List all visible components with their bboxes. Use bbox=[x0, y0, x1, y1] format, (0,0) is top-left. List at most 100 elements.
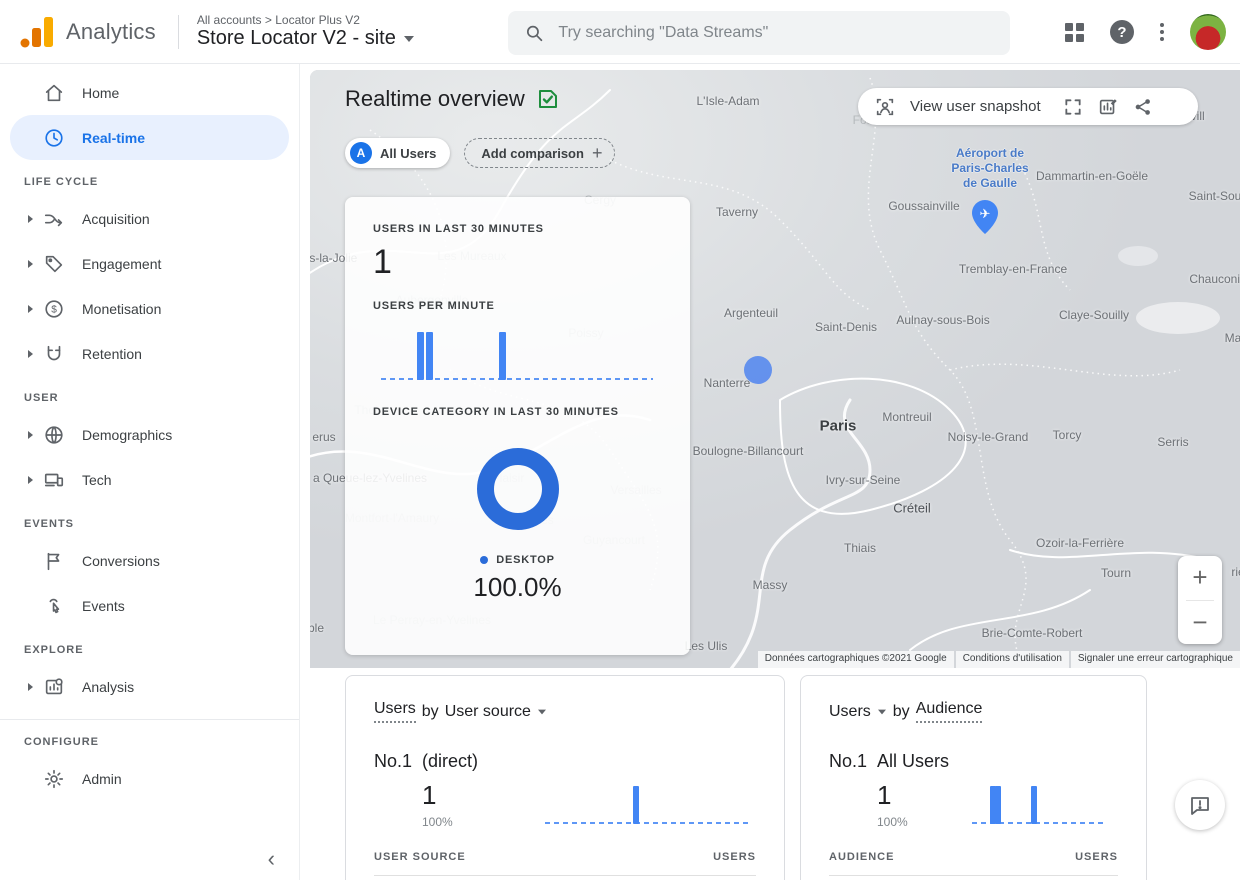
share-icon[interactable] bbox=[1133, 97, 1153, 117]
edit-chart-icon[interactable] bbox=[1097, 96, 1119, 118]
acquisition-icon bbox=[42, 207, 66, 231]
property-name: Store Locator V2 - site bbox=[196, 27, 396, 49]
realtime-summary-card: USERS IN LAST 30 MINUTES 1 USERS PER MIN… bbox=[345, 197, 690, 655]
sidebar-item-label: Tech bbox=[82, 471, 112, 488]
sidebar-item-monetisation[interactable]: $ Monetisation bbox=[10, 286, 289, 331]
sidebar-item-engagement[interactable]: Engagement bbox=[10, 241, 289, 286]
header-divider bbox=[177, 14, 179, 49]
map-attribution-segment[interactable]: Signaler une erreur cartographique bbox=[1070, 651, 1240, 668]
segment-chip-all-users[interactable]: A All Users bbox=[345, 138, 451, 168]
map-attribution-segment[interactable]: Conditions d'utilisation bbox=[955, 651, 1069, 668]
user-avatar[interactable] bbox=[1190, 14, 1226, 50]
events-icon bbox=[42, 594, 66, 618]
sidebar-item-label: Events bbox=[82, 597, 125, 614]
users-by-audience-card: Users by Audience No.1 All Users 1 100% … bbox=[800, 675, 1147, 880]
title-connector: by bbox=[421, 702, 439, 720]
breadcrumb: All accounts > Locator Plus V2 bbox=[196, 13, 360, 27]
expand-caret-icon[interactable] bbox=[22, 682, 38, 691]
sidebar-item-admin[interactable]: Admin bbox=[10, 756, 289, 801]
sidebar-item-label: Real-time bbox=[82, 129, 146, 146]
analytics-logo-icon bbox=[20, 16, 53, 47]
map-city-label: Saint-Denis bbox=[814, 320, 878, 334]
title-connector: by bbox=[892, 702, 910, 720]
sidebar-section-label: LIFE CYCLE bbox=[24, 176, 99, 188]
sidebar-item-events[interactable]: Events bbox=[10, 583, 289, 628]
more-menu-icon[interactable] bbox=[1160, 23, 1164, 41]
map-city-label: Torcy bbox=[1052, 428, 1082, 442]
tech-icon bbox=[42, 468, 66, 492]
sidebar-item-conversions[interactable]: Conversions bbox=[10, 538, 289, 583]
feedback-button[interactable] bbox=[1175, 780, 1225, 830]
user-source-minute-chart bbox=[545, 782, 749, 824]
sidebar-item-real-time[interactable]: Real-time bbox=[10, 115, 289, 160]
search-input[interactable] bbox=[558, 24, 994, 42]
sidebar-nav: Home Real-time LIFE CYCLE Acquisition Engage… bbox=[0, 64, 300, 880]
zoom-in-button[interactable]: + bbox=[1192, 562, 1208, 593]
map-city-label: Paris bbox=[819, 417, 857, 435]
map-city-label: Dammartin-en-Goële bbox=[1035, 169, 1149, 183]
map-city-label: Mar bbox=[1224, 331, 1240, 345]
feedback-icon bbox=[1191, 797, 1209, 815]
sidebar-item-demographics[interactable]: Demographics bbox=[10, 412, 289, 457]
sidebar-item-home[interactable]: Home bbox=[10, 70, 289, 115]
sidebar-item-retention[interactable]: Retention bbox=[10, 331, 289, 376]
retention-icon bbox=[42, 342, 66, 366]
map-city-label: Saint-Sou bbox=[1188, 189, 1240, 203]
chevron-down-icon bbox=[403, 35, 414, 42]
sidebar-section-label: USER bbox=[24, 392, 59, 404]
search-bar[interactable] bbox=[508, 11, 1010, 55]
apps-grid-icon[interactable] bbox=[1065, 22, 1084, 42]
top-entry-percent: 100% bbox=[422, 815, 453, 829]
realtime-map[interactable]: L'Isle-AdamFossesLe Plessis-BellevillDam… bbox=[310, 70, 1240, 668]
users-30min-value: 1 bbox=[373, 243, 392, 281]
map-city-label: erus bbox=[312, 430, 336, 444]
sidebar-section-label: EXPLORE bbox=[24, 644, 84, 656]
metric-selector[interactable]: Users bbox=[829, 702, 871, 720]
sidebar-item-label: Analysis bbox=[82, 678, 135, 695]
column-header-dimension: AUDIENCE bbox=[829, 851, 895, 863]
sidebar-item-analysis[interactable]: Analysis bbox=[10, 664, 289, 709]
svg-text:✈: ✈ bbox=[980, 206, 991, 221]
segment-chip-label: All Users bbox=[380, 145, 437, 161]
data-quality-check-icon[interactable] bbox=[537, 88, 559, 110]
column-header-users: USERS bbox=[1075, 851, 1118, 863]
expand-caret-icon[interactable] bbox=[22, 214, 38, 223]
fullscreen-icon[interactable] bbox=[1063, 97, 1083, 117]
admin-icon bbox=[42, 767, 66, 791]
zoom-out-button[interactable]: − bbox=[1192, 606, 1208, 637]
sidebar-section-label: CONFIGURE bbox=[24, 736, 99, 748]
monetisation-icon: $ bbox=[42, 297, 66, 321]
column-header-dimension: USER SOURCE bbox=[374, 851, 466, 863]
expand-caret-icon[interactable] bbox=[22, 304, 38, 313]
account-switcher[interactable]: All accounts > Locator Plus V2 Store Loc… bbox=[197, 13, 414, 50]
sidebar-item-label: Retention bbox=[82, 345, 142, 362]
map-city-label: Thiais bbox=[843, 541, 877, 555]
chart-bar bbox=[633, 786, 640, 824]
search-icon bbox=[526, 25, 543, 42]
sidebar-collapse-button[interactable]: ‹ bbox=[267, 846, 275, 871]
expand-caret-icon[interactable] bbox=[22, 259, 38, 268]
dimension-selector[interactable]: User source bbox=[444, 702, 531, 720]
sidebar-item-acquisition[interactable]: Acquisition bbox=[10, 196, 289, 241]
help-icon[interactable]: ? bbox=[1110, 20, 1134, 44]
map-zoom-control: + − bbox=[1178, 556, 1222, 644]
metric-selector[interactable]: Users bbox=[374, 700, 416, 723]
chart-bar bbox=[498, 332, 506, 380]
dimension-selector[interactable]: Audience bbox=[915, 700, 983, 723]
map-city-label: L'Isle-Adam bbox=[696, 94, 760, 108]
airport-label: Aéroport de Paris-Charles de Gaulle bbox=[951, 146, 1029, 190]
sidebar-item-label: Monetisation bbox=[82, 300, 162, 317]
add-comparison-button[interactable]: Add comparison + bbox=[464, 138, 616, 168]
expand-caret-icon[interactable] bbox=[22, 475, 38, 484]
view-user-snapshot-button[interactable]: View user snapshot bbox=[910, 98, 1041, 115]
svg-text:$: $ bbox=[51, 304, 57, 315]
top-entry-value: 1 bbox=[877, 780, 892, 810]
rank-label: No.1 bbox=[829, 751, 868, 771]
map-city-label: ble bbox=[310, 621, 325, 635]
sidebar-item-tech[interactable]: Tech bbox=[10, 457, 289, 502]
expand-caret-icon[interactable] bbox=[22, 349, 38, 358]
rank-label: No.1 bbox=[374, 751, 413, 771]
home-icon bbox=[42, 81, 66, 105]
expand-caret-icon[interactable] bbox=[22, 430, 38, 439]
map-attribution-segment: Données cartographiques ©2021 Google bbox=[757, 651, 954, 668]
